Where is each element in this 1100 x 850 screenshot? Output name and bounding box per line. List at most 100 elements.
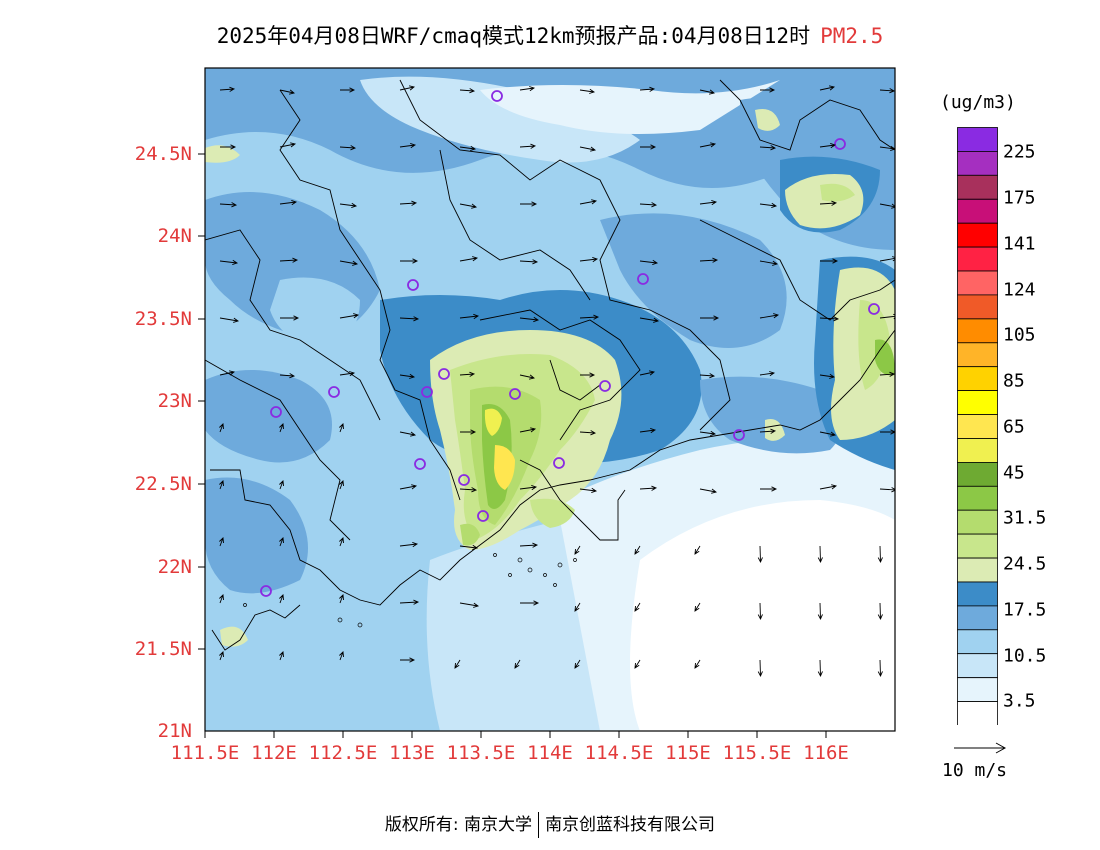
lat-label: 22N <box>157 556 192 578</box>
colorbar-label: 141 <box>1003 233 1036 255</box>
wind-arrow <box>579 88 596 94</box>
lon-label: 116E <box>803 742 849 764</box>
wind-arrow <box>279 594 284 604</box>
wind-arrow <box>279 142 297 148</box>
colorbar-swatch <box>957 342 998 368</box>
lon-label: 112E <box>251 742 297 764</box>
wind-arrow <box>819 200 838 206</box>
wind-arrow <box>640 144 657 150</box>
map-title: 2025年04月08日WRF/cmaq模式12km预报产品:04月08日12时 P… <box>0 20 1100 50</box>
wind-arrow <box>459 487 478 493</box>
copyright-right: 南京创蓝科技有限公司 <box>545 815 716 835</box>
wind-arrow <box>459 371 476 377</box>
wind-arrow <box>219 537 224 547</box>
wind-arrow <box>817 659 823 678</box>
wind-arrow <box>399 85 415 91</box>
colorbar-swatch <box>957 557 998 583</box>
colorbar-swatch <box>957 222 998 248</box>
lon-label: 115.5E <box>722 742 792 764</box>
copyright: 版权所有: 南京大学 南京创蓝科技有限公司 <box>0 810 1100 838</box>
wind-arrow <box>459 88 476 94</box>
wind-arrow <box>879 88 895 94</box>
islands <box>243 553 577 628</box>
wind-arrow <box>819 142 837 149</box>
wind-arrow <box>519 86 536 92</box>
wind-arrow <box>400 258 419 264</box>
wind-arrow <box>759 371 776 377</box>
wind-arrow <box>280 315 300 321</box>
wind-arrow <box>459 313 480 320</box>
wind-arrow <box>579 199 598 205</box>
wind-arrow <box>339 651 344 661</box>
colorbar-swatch <box>957 414 998 439</box>
wind-arrow <box>519 143 537 149</box>
wind-arrow <box>757 602 763 621</box>
wind-arrow <box>459 145 477 152</box>
colorbar-swatch <box>957 198 998 224</box>
wind-arrow <box>339 371 356 377</box>
wind-arrow <box>877 602 883 621</box>
wind-arrow <box>520 600 540 606</box>
wind-reference-label: 10 m/s <box>942 760 1008 781</box>
wind-arrow <box>339 260 359 266</box>
wind-arrow <box>699 199 718 206</box>
wind-arrow <box>279 651 284 661</box>
colorbar-label: 85 <box>1003 370 1025 392</box>
wind-arrow <box>879 256 895 262</box>
wind-arrow <box>519 259 539 265</box>
wind-arrow <box>574 659 581 669</box>
lat-label: 24N <box>157 225 192 247</box>
wind-arrow <box>339 594 344 604</box>
wind-arrow <box>639 86 656 92</box>
wind-arrow <box>759 428 777 434</box>
wind-arrow <box>820 258 839 264</box>
colorbar-label: 10.5 <box>1003 645 1047 667</box>
colorbar-swatch <box>957 127 998 152</box>
lat-label: 23N <box>157 390 192 412</box>
boundaries <box>205 79 895 651</box>
wind-arrow <box>219 594 224 604</box>
wind-arrow <box>694 545 701 555</box>
wind-arrow <box>219 370 235 376</box>
colorbar-label: 3.5 <box>1003 690 1036 712</box>
colorbar-label: 124 <box>1003 279 1036 301</box>
colorbar-label: 105 <box>1003 324 1036 346</box>
wind-arrow <box>634 659 641 669</box>
wind-arrow <box>459 602 480 608</box>
colorbar-label: 225 <box>1003 141 1036 163</box>
wind-arrow <box>399 316 420 322</box>
copyright-separator <box>538 812 540 838</box>
wind-arrow <box>219 480 224 490</box>
wind-arrow <box>339 202 358 209</box>
wind-arrow <box>399 541 419 548</box>
wind-arrow <box>639 317 660 323</box>
wind-arrow <box>579 256 599 263</box>
wind-arrow <box>819 431 837 437</box>
wind-arrow <box>699 373 716 379</box>
colorbar-swatch <box>957 581 998 607</box>
wind-arrow <box>279 257 299 263</box>
wind-arrow <box>879 145 895 152</box>
lon-label: 112.5E <box>308 742 378 764</box>
wind-arrow <box>459 203 478 209</box>
colorbar-swatch <box>957 438 998 463</box>
colorbar <box>957 127 998 725</box>
wind-arrow <box>759 313 780 319</box>
colorbar-label: 65 <box>1003 416 1025 438</box>
colorbar-swatch <box>957 246 998 272</box>
colorbar-swatch <box>957 294 998 320</box>
wind-arrow <box>519 542 539 548</box>
wind-arrow <box>819 373 836 379</box>
colorbar-swatch <box>957 318 998 344</box>
wind-arrow <box>219 202 238 208</box>
wind-arrow <box>339 313 360 319</box>
wind-arrow <box>757 545 763 564</box>
wind-arrow <box>699 142 717 148</box>
wind-arrow <box>699 430 717 437</box>
wind-arrow <box>580 372 596 378</box>
copyright-left: 版权所有: 南京大学 <box>384 815 533 835</box>
wind-arrow <box>220 144 237 150</box>
wind-arrow <box>219 317 240 323</box>
colorbar-swatch <box>957 605 998 631</box>
wind-arrow <box>879 203 895 209</box>
